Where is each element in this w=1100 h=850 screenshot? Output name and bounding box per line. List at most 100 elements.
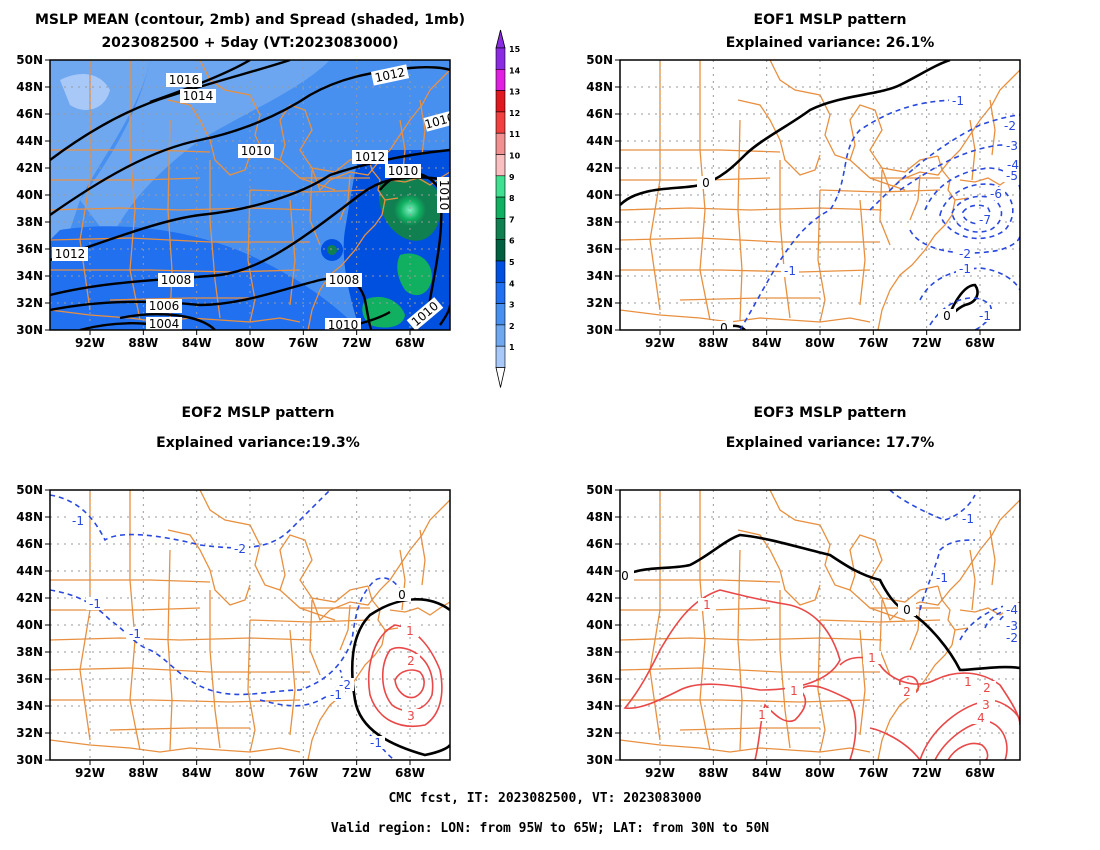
x-tick-label: 72W (342, 766, 372, 780)
contour-label: 4 (977, 711, 985, 725)
y-tick-label: 38N (586, 645, 613, 659)
contour-label: 1008 (329, 273, 360, 287)
colorbar-segment (495, 303, 506, 326)
y-tick-label: 34N (586, 699, 613, 713)
spread-shade-lightest (60, 74, 110, 110)
eof2-title-line1: EOF2 MSLP pattern (182, 405, 335, 421)
eof1-contour-labels: 0-1-2-3-4-5-6-7-2-1-10 -10 (697, 94, 1020, 335)
contour-label: -1 (952, 94, 964, 108)
colorbar-label: 2 (509, 322, 515, 331)
x-tick-label: 68W (965, 336, 995, 350)
x-tick-label: 88W (128, 336, 158, 350)
y-tick-label: 46N (586, 107, 613, 121)
contour-label: -4 (1007, 158, 1019, 172)
mean-contour-labels: 1016 1014 1012 1012 1010 1012 1010 1010 … (52, 64, 450, 332)
y-tick-label: 48N (16, 80, 43, 94)
contour-label: -1 (330, 688, 342, 702)
eof3-title-line2: Explained variance: 17.7% (726, 435, 935, 451)
contour-label: -4 (1006, 603, 1018, 617)
x-tick-label: 88W (698, 336, 728, 350)
eof3-ticks: 92W 88W 84W 80W 76W 72W 68W 50N 48N 46N 44N 42N 40N 3… (586, 483, 995, 780)
colorbar-label: 14 (509, 66, 521, 75)
colorbar-segment (495, 154, 506, 177)
contour-label: -6 (990, 187, 1002, 201)
y-tick-label: 40N (16, 188, 43, 202)
contour-label: -1 (962, 512, 974, 526)
contour-label: -1 (89, 597, 101, 611)
y-tick-label: 50N (16, 483, 43, 497)
contour-label: -7 (979, 213, 991, 227)
contour-label: -2 (959, 247, 971, 261)
colorbar-label: 4 (509, 279, 515, 288)
colorbar-label: 5 (509, 258, 515, 267)
contour-label: -3 (1006, 619, 1018, 633)
eof2-zero-contours (350, 598, 450, 757)
contour-label: 1 (406, 624, 414, 638)
colorbar-label: 11 (509, 130, 521, 139)
contour-label: -2 (339, 678, 351, 692)
y-tick-label: 50N (586, 53, 613, 67)
contour-label: 1014 (183, 89, 214, 103)
colorbar-segment (495, 196, 506, 219)
contour-label: -3 (1006, 139, 1018, 153)
colorbar-label: 3 (509, 301, 515, 310)
y-tick-label: 38N (16, 645, 43, 659)
y-tick-label: 48N (16, 510, 43, 524)
y-tick-label: 34N (16, 269, 43, 283)
x-tick-label: 84W (752, 336, 782, 350)
contour-label: 0 (943, 309, 951, 323)
y-tick-label: 42N (16, 591, 43, 605)
y-tick-label: 32N (586, 726, 613, 740)
contour-label: 1 (868, 651, 876, 665)
colorbar-bottom-arrow (495, 367, 506, 388)
contour-label: 1006 (149, 299, 180, 313)
y-tick-label: 40N (586, 188, 613, 202)
eof2-coastlines (50, 490, 450, 760)
eof2-positive-contours (367, 624, 443, 727)
y-tick-label: 48N (586, 80, 613, 94)
colorbar-top-arrow (495, 29, 506, 49)
x-tick-label: 92W (75, 766, 105, 780)
y-tick-label: 34N (586, 269, 613, 283)
x-tick-label: 72W (912, 336, 942, 350)
y-tick-label: 42N (586, 591, 613, 605)
contour-label: -1 (979, 309, 991, 323)
x-tick-label: 72W (912, 766, 942, 780)
y-tick-label: 46N (16, 107, 43, 121)
spread-shade-blob-core (327, 245, 337, 255)
contour-label: -1 (936, 571, 948, 585)
contour-label: 1010 (328, 318, 359, 332)
y-tick-label: 40N (586, 618, 613, 632)
colorbar-label: 9 (509, 173, 515, 182)
y-tick-label: 32N (16, 296, 43, 310)
contour-label: 1008 (161, 273, 192, 287)
eof1-ticks: 92W 88W 84W 80W 76W 72W 68W 50N 48N 46N 44N 42N 40N 3… (586, 53, 995, 350)
colorbar-label: 12 (509, 109, 520, 118)
x-tick-label: 68W (965, 766, 995, 780)
contour-label: 1016 (169, 73, 200, 87)
contour-label: 3 (407, 709, 415, 723)
contour-label: 0 (398, 588, 406, 602)
mean-ticks: 92W 88W 84W 80W 76W 72W 68W 50N 48N 46N 44N 42N 40N 3… (16, 53, 425, 350)
mean-panel: MSLP MEAN (contour, 2mb) and Spread (sha… (16, 12, 465, 350)
x-tick-label: 84W (182, 336, 212, 350)
contour-label: 1 (758, 708, 766, 722)
x-tick-label: 80W (235, 336, 265, 350)
y-tick-label: 30N (16, 753, 43, 767)
y-tick-label: 30N (586, 753, 613, 767)
x-tick-label: 68W (395, 336, 425, 350)
contour-label: 0 (720, 321, 728, 335)
contour-label: -2 (1004, 119, 1016, 133)
contour-label: 0 (621, 569, 629, 583)
y-tick-label: 50N (586, 483, 613, 497)
y-tick-label: 46N (586, 537, 613, 551)
eof1-title-line2: Explained variance: 26.1% (726, 35, 935, 51)
eof3-panel: EOF3 MSLP pattern Explained variance: 17… (586, 405, 1021, 780)
contour-label: 1010 (388, 164, 419, 178)
colorbar-label: 8 (509, 194, 515, 203)
spread-shade-light-west (50, 60, 150, 280)
